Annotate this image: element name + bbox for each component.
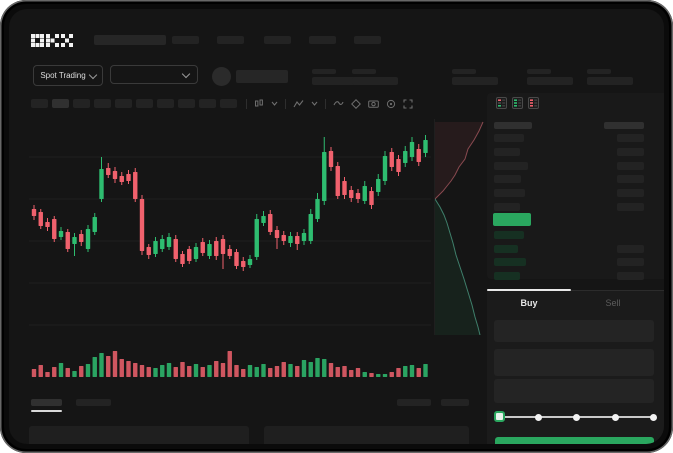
timeframe-button-placeholder[interactable] — [115, 99, 132, 108]
nav-item-placeholder[interactable] — [264, 36, 291, 44]
timeframe-button-placeholder[interactable] — [178, 99, 195, 108]
divider — [246, 98, 247, 109]
slider-stop-dot[interactable] — [534, 413, 542, 421]
nav-item-placeholder[interactable] — [309, 36, 336, 44]
ask-row-amount-placeholder[interactable] — [617, 134, 644, 142]
total-input[interactable] — [494, 379, 654, 403]
timeframe-button-placeholder[interactable] — [52, 99, 69, 108]
fullscreen-icon[interactable] — [403, 98, 413, 109]
last-price-highlight[interactable] — [493, 213, 531, 226]
ask-row-price-placeholder[interactable] — [494, 147, 520, 156]
ask-row-price-placeholder[interactable] — [494, 203, 520, 211]
line-tool-icon[interactable] — [333, 99, 344, 108]
slider-stop-dot[interactable] — [650, 413, 657, 421]
stat-label-placeholder — [452, 69, 476, 74]
stat-label-placeholder — [587, 69, 611, 74]
order-book-column-header — [604, 122, 644, 129]
divider — [325, 98, 326, 109]
settings-icon[interactable] — [386, 99, 396, 109]
bid-row-amount-placeholder[interactable] — [617, 271, 644, 280]
candlestick-chart[interactable] — [29, 117, 431, 343]
ask-row-amount-placeholder[interactable] — [617, 203, 644, 211]
stat-value-placeholder — [312, 77, 358, 85]
book-asks-icon[interactable] — [528, 97, 539, 109]
ask-row-amount-placeholder[interactable] — [617, 161, 644, 170]
ask-row-price-placeholder[interactable] — [494, 161, 528, 170]
amount-slider-handle[interactable] — [494, 411, 505, 422]
ask-row-price-placeholder[interactable] — [494, 134, 524, 142]
bid-row-price-placeholder[interactable] — [494, 271, 520, 280]
bottom-right-control-placeholder[interactable] — [397, 399, 431, 406]
search-bar-placeholder[interactable] — [94, 35, 166, 45]
app-screen: Spot Trading — [9, 9, 664, 444]
timeframe-button-placeholder[interactable] — [73, 99, 90, 108]
stat-label-placeholder — [352, 69, 376, 74]
ask-row-price-placeholder[interactable] — [494, 189, 525, 198]
indicators-icon[interactable] — [293, 99, 304, 109]
bottom-panel-left[interactable] — [29, 426, 249, 444]
pair-name-placeholder — [236, 70, 288, 83]
depth-profile-chart[interactable] — [434, 119, 487, 335]
timeframe-button-placeholder[interactable] — [136, 99, 153, 108]
timeframe-button-placeholder[interactable] — [157, 99, 174, 108]
slider-stop-dot[interactable] — [611, 413, 619, 421]
bottom-tab-active-placeholder[interactable] — [31, 399, 62, 406]
order-book-column-header — [494, 122, 532, 129]
bid-row-amount-placeholder[interactable] — [617, 244, 644, 253]
timeframe-button-placeholder[interactable] — [94, 99, 111, 108]
nav-item-placeholder[interactable] — [354, 36, 381, 44]
camera-icon[interactable] — [368, 99, 379, 108]
indicators-chevron-icon[interactable] — [311, 100, 318, 107]
active-tab-indicator — [487, 289, 571, 291]
stat-value-placeholder — [352, 77, 398, 85]
tab-divider — [487, 290, 664, 291]
bottom-right-control-placeholder[interactable] — [441, 399, 469, 406]
bid-row-price-placeholder[interactable] — [494, 258, 526, 266]
submit-buy-button[interactable] — [495, 437, 654, 444]
stat-value-placeholder — [587, 77, 633, 85]
bottom-tab-active-underline — [31, 410, 62, 412]
ask-row-amount-placeholder[interactable] — [617, 189, 644, 198]
slider-stop-dot[interactable] — [573, 413, 580, 421]
timeframe-button-placeholder[interactable] — [31, 99, 48, 108]
stat-value-placeholder — [527, 77, 573, 85]
bottom-tab-placeholder[interactable] — [76, 399, 111, 406]
bid-row-price-placeholder[interactable] — [494, 231, 524, 239]
timeframe-button-placeholder[interactable] — [199, 99, 216, 108]
divider — [285, 98, 286, 109]
stat-label-placeholder — [312, 69, 336, 74]
book-both-icon[interactable] — [496, 97, 507, 109]
tab-sell[interactable]: Sell — [605, 298, 621, 308]
market-type-selector[interactable]: Spot Trading — [33, 65, 103, 86]
ask-row-amount-placeholder[interactable] — [617, 175, 644, 184]
order-book-view-switcher — [496, 97, 539, 109]
bid-row-price-placeholder[interactable] — [494, 244, 518, 253]
bid-row-amount-placeholder[interactable] — [617, 258, 644, 266]
book-bids-icon[interactable] — [512, 97, 523, 109]
chart-type-chevron-icon[interactable] — [271, 100, 278, 107]
pair-selector-dropdown[interactable] — [110, 65, 198, 84]
nav-item-placeholder[interactable] — [172, 36, 199, 44]
nav-item-placeholder[interactable] — [217, 36, 244, 44]
price-input[interactable] — [494, 320, 654, 342]
timeframe-button-placeholder[interactable] — [220, 99, 237, 108]
okx-logo[interactable] — [31, 34, 73, 47]
tab-buy[interactable]: Buy — [520, 298, 538, 308]
ask-row-amount-placeholder[interactable] — [617, 147, 644, 156]
stat-value-placeholder — [452, 77, 498, 85]
amount-input[interactable] — [494, 349, 654, 376]
chevron-down-icon — [181, 69, 191, 78]
ask-row-price-placeholder[interactable] — [494, 175, 521, 184]
chart-type-icon[interactable] — [254, 99, 264, 109]
bottom-panel-right[interactable] — [264, 426, 469, 444]
volume-chart — [31, 351, 428, 377]
chevron-down-icon — [88, 70, 97, 79]
market-type-label: Spot Trading — [40, 71, 86, 80]
coin-avatar — [212, 67, 231, 86]
draw-tool-icon[interactable] — [351, 98, 361, 109]
stat-label-placeholder — [527, 69, 551, 74]
